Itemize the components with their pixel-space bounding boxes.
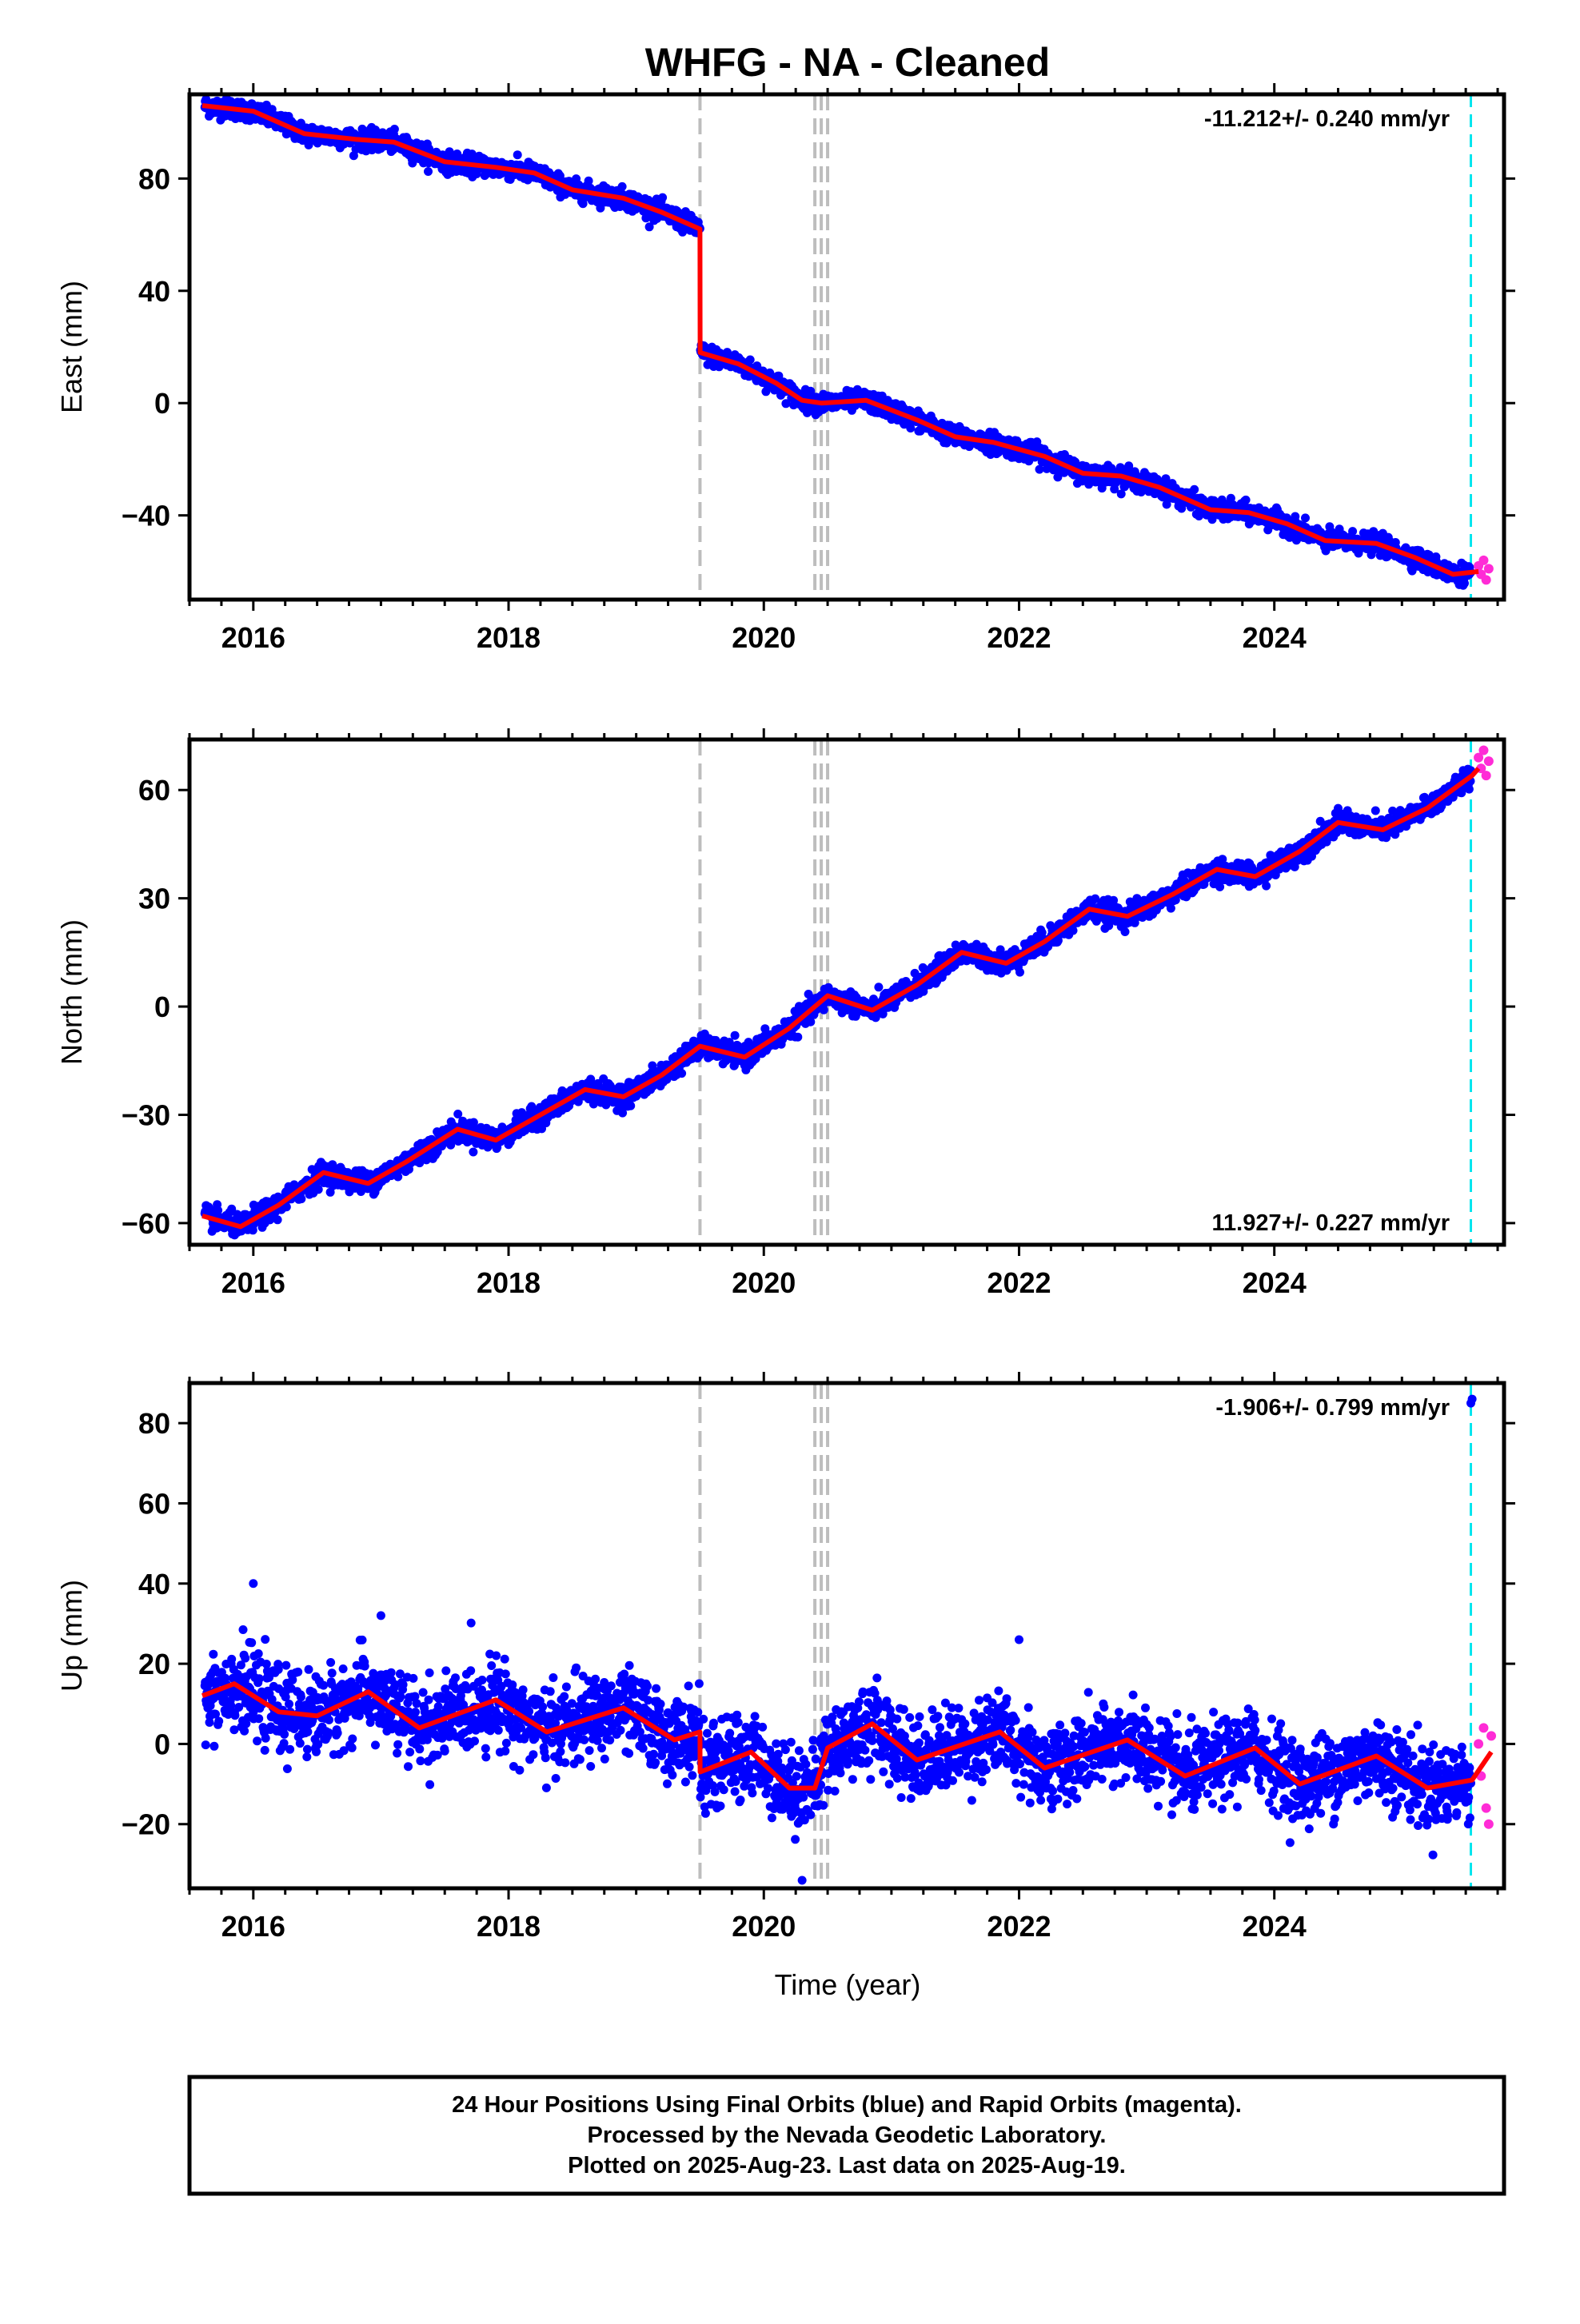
velocity-rate-label: -11.212+/- 0.240 mm/yr bbox=[1204, 106, 1450, 132]
final-orbit-point bbox=[658, 193, 667, 202]
final-orbit-points bbox=[201, 94, 1475, 590]
final-orbit-point bbox=[626, 1102, 635, 1110]
final-orbit-point bbox=[1190, 485, 1199, 494]
y-tick-label: 0 bbox=[154, 387, 170, 420]
final-orbit-point bbox=[746, 356, 755, 365]
plot-area bbox=[201, 94, 1494, 600]
final-orbit-point bbox=[793, 1033, 802, 1042]
y-tick-label: 40 bbox=[138, 275, 170, 308]
y-tick-label: 80 bbox=[138, 162, 170, 195]
final-orbit-point bbox=[579, 199, 588, 208]
final-orbit-point bbox=[1242, 496, 1251, 504]
final-orbit-point bbox=[1348, 527, 1357, 536]
final-orbit-point bbox=[1460, 579, 1469, 588]
east-panel: 2016 2018 2020 2022 2024 −40 0 40 80 East (mm) -11… bbox=[55, 83, 1515, 654]
final-orbit-point bbox=[469, 1148, 477, 1157]
y-tick-label: −40 bbox=[122, 500, 170, 532]
x-tick-label: 2024 bbox=[1243, 621, 1307, 654]
y-axis-label: East (mm) bbox=[55, 281, 88, 413]
x-tick-label: 2022 bbox=[987, 621, 1051, 654]
final-orbit-point bbox=[874, 983, 883, 991]
figure-title: WHFG - NA - Cleaned bbox=[645, 40, 1050, 85]
final-orbit-point bbox=[677, 1069, 686, 1078]
rapid-orbit-point bbox=[1482, 575, 1491, 584]
rapid-orbit-point bbox=[1478, 556, 1488, 565]
final-orbit-point bbox=[390, 125, 399, 134]
final-orbit-point bbox=[513, 150, 522, 159]
x-tick-label: 2016 bbox=[221, 621, 285, 654]
final-orbit-point bbox=[273, 1215, 282, 1224]
final-orbit-point bbox=[731, 1031, 740, 1040]
final-orbit-point bbox=[618, 182, 627, 191]
model-fit-line bbox=[202, 106, 1478, 574]
final-orbit-point bbox=[1301, 513, 1310, 522]
x-tick-label: 2018 bbox=[477, 621, 541, 654]
final-orbit-point bbox=[424, 167, 433, 176]
rapid-orbit-point bbox=[1484, 564, 1494, 573]
x-tick-label: 2020 bbox=[732, 621, 796, 654]
final-orbit-point bbox=[297, 1194, 305, 1203]
plot-area bbox=[201, 739, 1494, 1245]
